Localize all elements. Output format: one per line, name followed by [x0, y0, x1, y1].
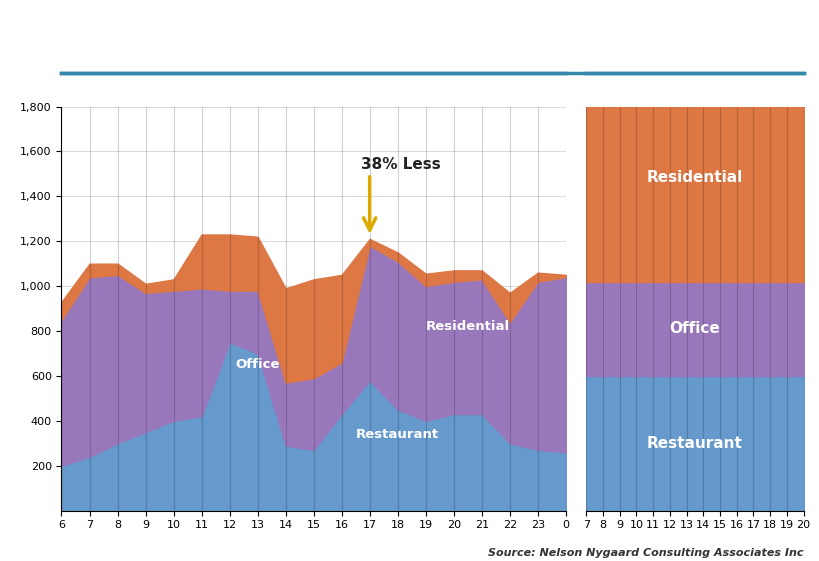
Text: Office: Office: [669, 321, 719, 336]
Text: Restaurant: Restaurant: [646, 436, 742, 450]
Text: Residential: Residential: [425, 320, 509, 333]
Text: Residential: Residential: [646, 170, 742, 185]
Text: Unshared Supply: Unshared Supply: [614, 89, 774, 107]
Text: Office: Office: [235, 358, 279, 371]
Text: Source: Nelson Nygaard Consulting Associates Inc: Source: Nelson Nygaard Consulting Associ…: [487, 548, 803, 558]
Text: Restaurant: Restaurant: [355, 427, 439, 441]
Text: 38% Less: 38% Less: [361, 157, 441, 172]
